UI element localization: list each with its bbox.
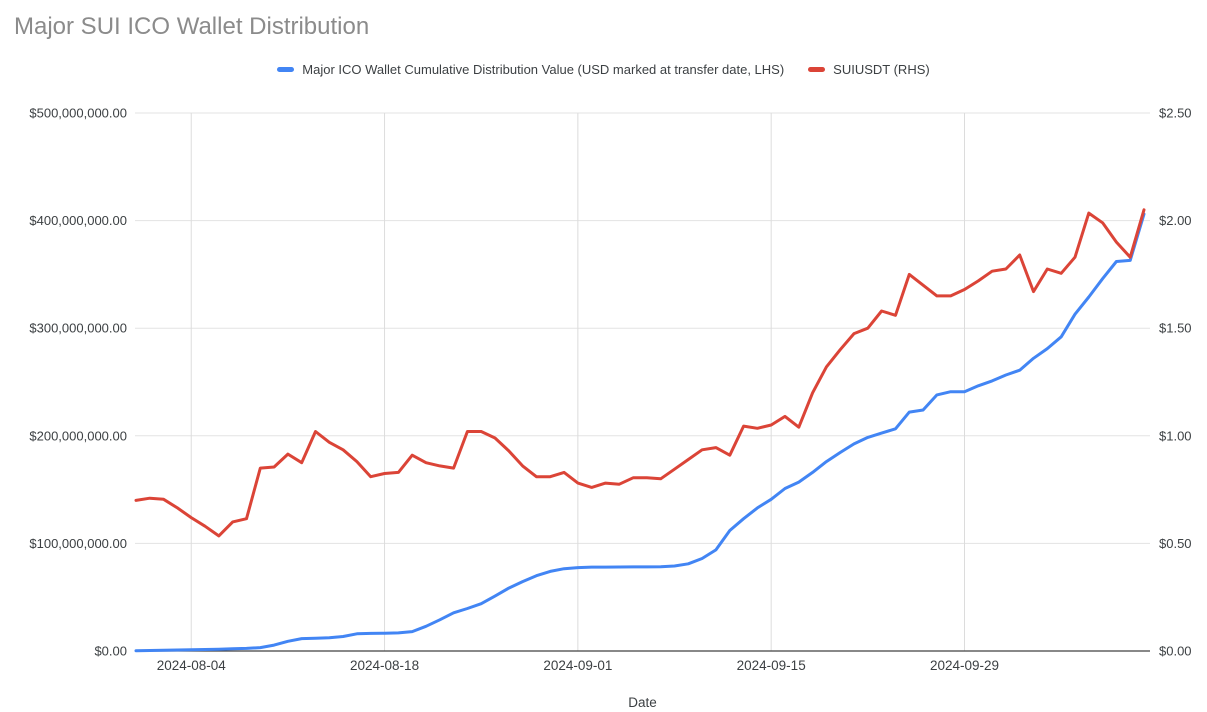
- red-line-swatch-icon: [808, 67, 826, 72]
- right-axis-tick-label: $1.50: [1159, 321, 1192, 336]
- legend-label: SUIUSDT (RHS): [833, 62, 930, 77]
- x-axis-title: Date: [628, 695, 657, 710]
- chart-title: Major SUI ICO Wallet Distribution: [14, 13, 370, 40]
- legend-item-lhs-distribution[interactable]: Major ICO Wallet Cumulative Distribution…: [277, 62, 784, 77]
- right-axis-tick-label: $0.50: [1159, 536, 1192, 551]
- legend-label: Major ICO Wallet Cumulative Distribution…: [302, 62, 785, 77]
- left-axis-tick-labels: $0.00 $100,000,000.00 $200,000,000.00 $300,…: [29, 106, 127, 659]
- x-axis-tick-label: 2024-09-29: [930, 658, 999, 673]
- right-axis-tick-labels: $0.00 $0.50 $1.00 $1.50 $2.00 $2.50: [1159, 106, 1192, 659]
- left-axis-tick-label: $400,000,000.00: [29, 213, 127, 228]
- left-axis-tick-label: $300,000,000.00: [29, 321, 127, 336]
- right-axis-tick-label: $0.00: [1159, 644, 1192, 659]
- legend-item-suiusdt[interactable]: SUIUSDT (RHS): [808, 62, 930, 77]
- blue-line-swatch-icon: [277, 67, 295, 72]
- left-axis-tick-label: $500,000,000.00: [29, 106, 127, 121]
- right-axis-tick-label: $1.00: [1159, 428, 1192, 443]
- left-axis-tick-label: $0.00: [94, 644, 127, 659]
- left-axis-tick-label: $100,000,000.00: [29, 536, 127, 551]
- x-axis-tick-label: 2024-09-01: [543, 658, 612, 673]
- vertical-gridlines: [190, 113, 965, 651]
- right-axis-tick-label: $2.50: [1159, 106, 1192, 121]
- series-line-1[interactable]: [134, 208, 1146, 538]
- horizontal-gridlines: [135, 112, 1150, 544]
- x-axis-tick-label: 2024-08-04: [157, 658, 227, 673]
- series-line-0[interactable]: [134, 212, 1146, 653]
- right-axis-tick-label: $2.00: [1159, 213, 1192, 228]
- left-axis-tick-label: $200,000,000.00: [29, 428, 127, 443]
- legend: Major ICO Wallet Cumulative Distribution…: [0, 62, 1207, 77]
- x-axis-tick-label: 2024-09-15: [737, 658, 806, 673]
- x-axis-tick-label: 2024-08-18: [350, 658, 419, 673]
- x-axis-tick-labels: 2024-08-04 2024-08-18 2024-09-01 2024-09-15…: [157, 658, 999, 673]
